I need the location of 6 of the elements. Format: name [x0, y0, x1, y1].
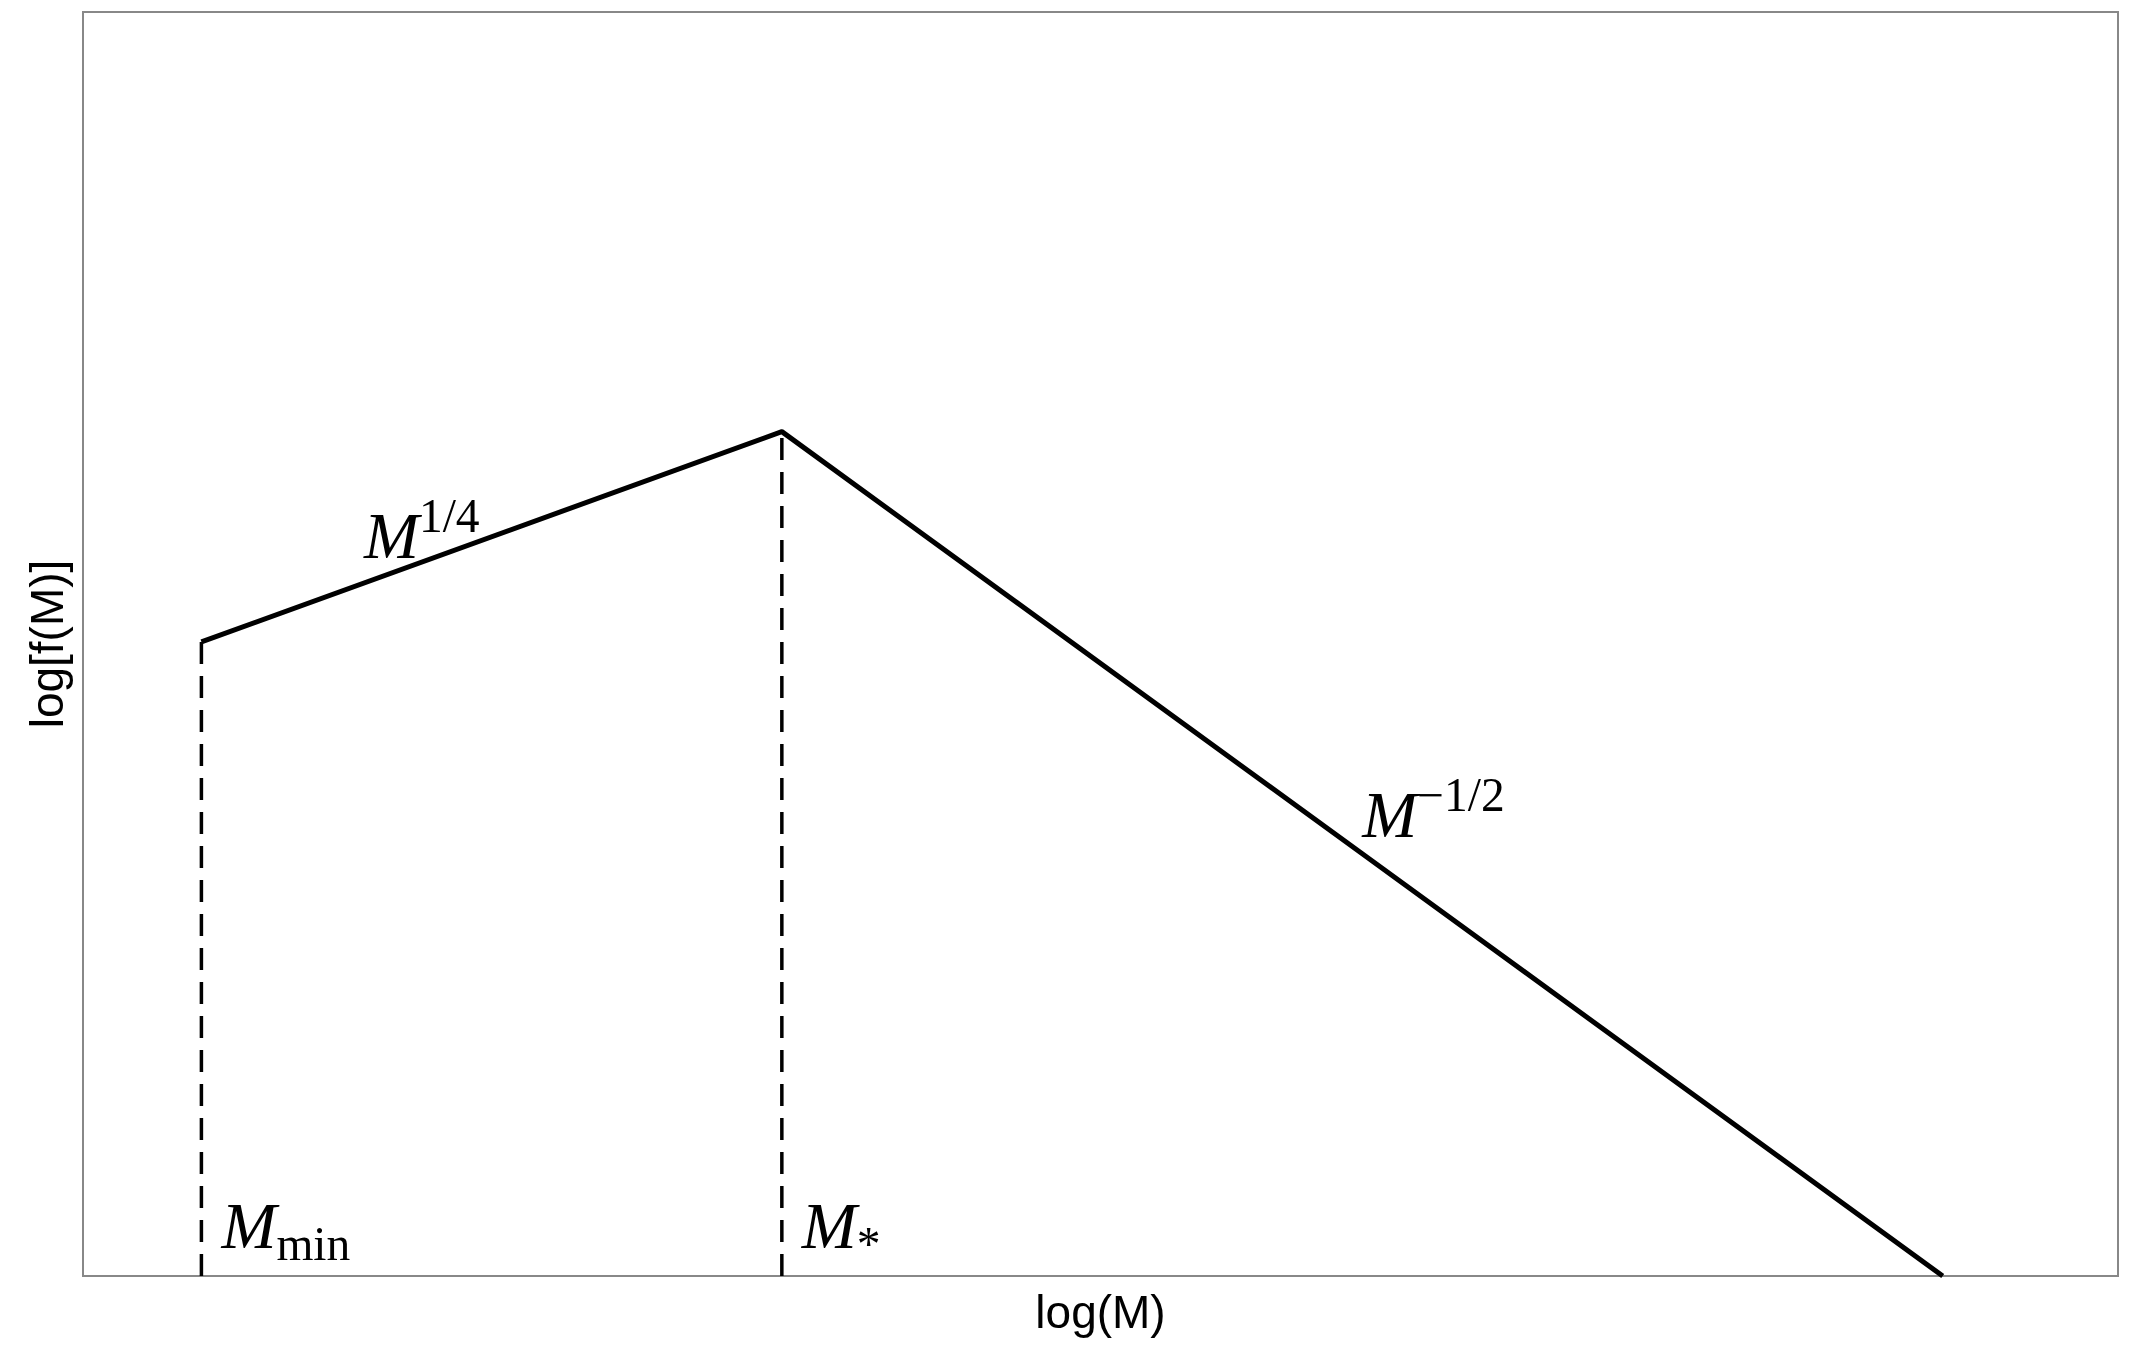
y-axis-title: log[f(M)]	[21, 559, 73, 729]
annotation: M$^{−1/2}$	[1361, 768, 1505, 851]
annotation: M$^{1/4}$	[362, 489, 480, 573]
x-axis-title: log(M)	[1035, 1286, 1166, 1338]
annotation: M$_{*}$	[800, 1189, 881, 1270]
annotation: M$_{min}$	[220, 1189, 351, 1270]
